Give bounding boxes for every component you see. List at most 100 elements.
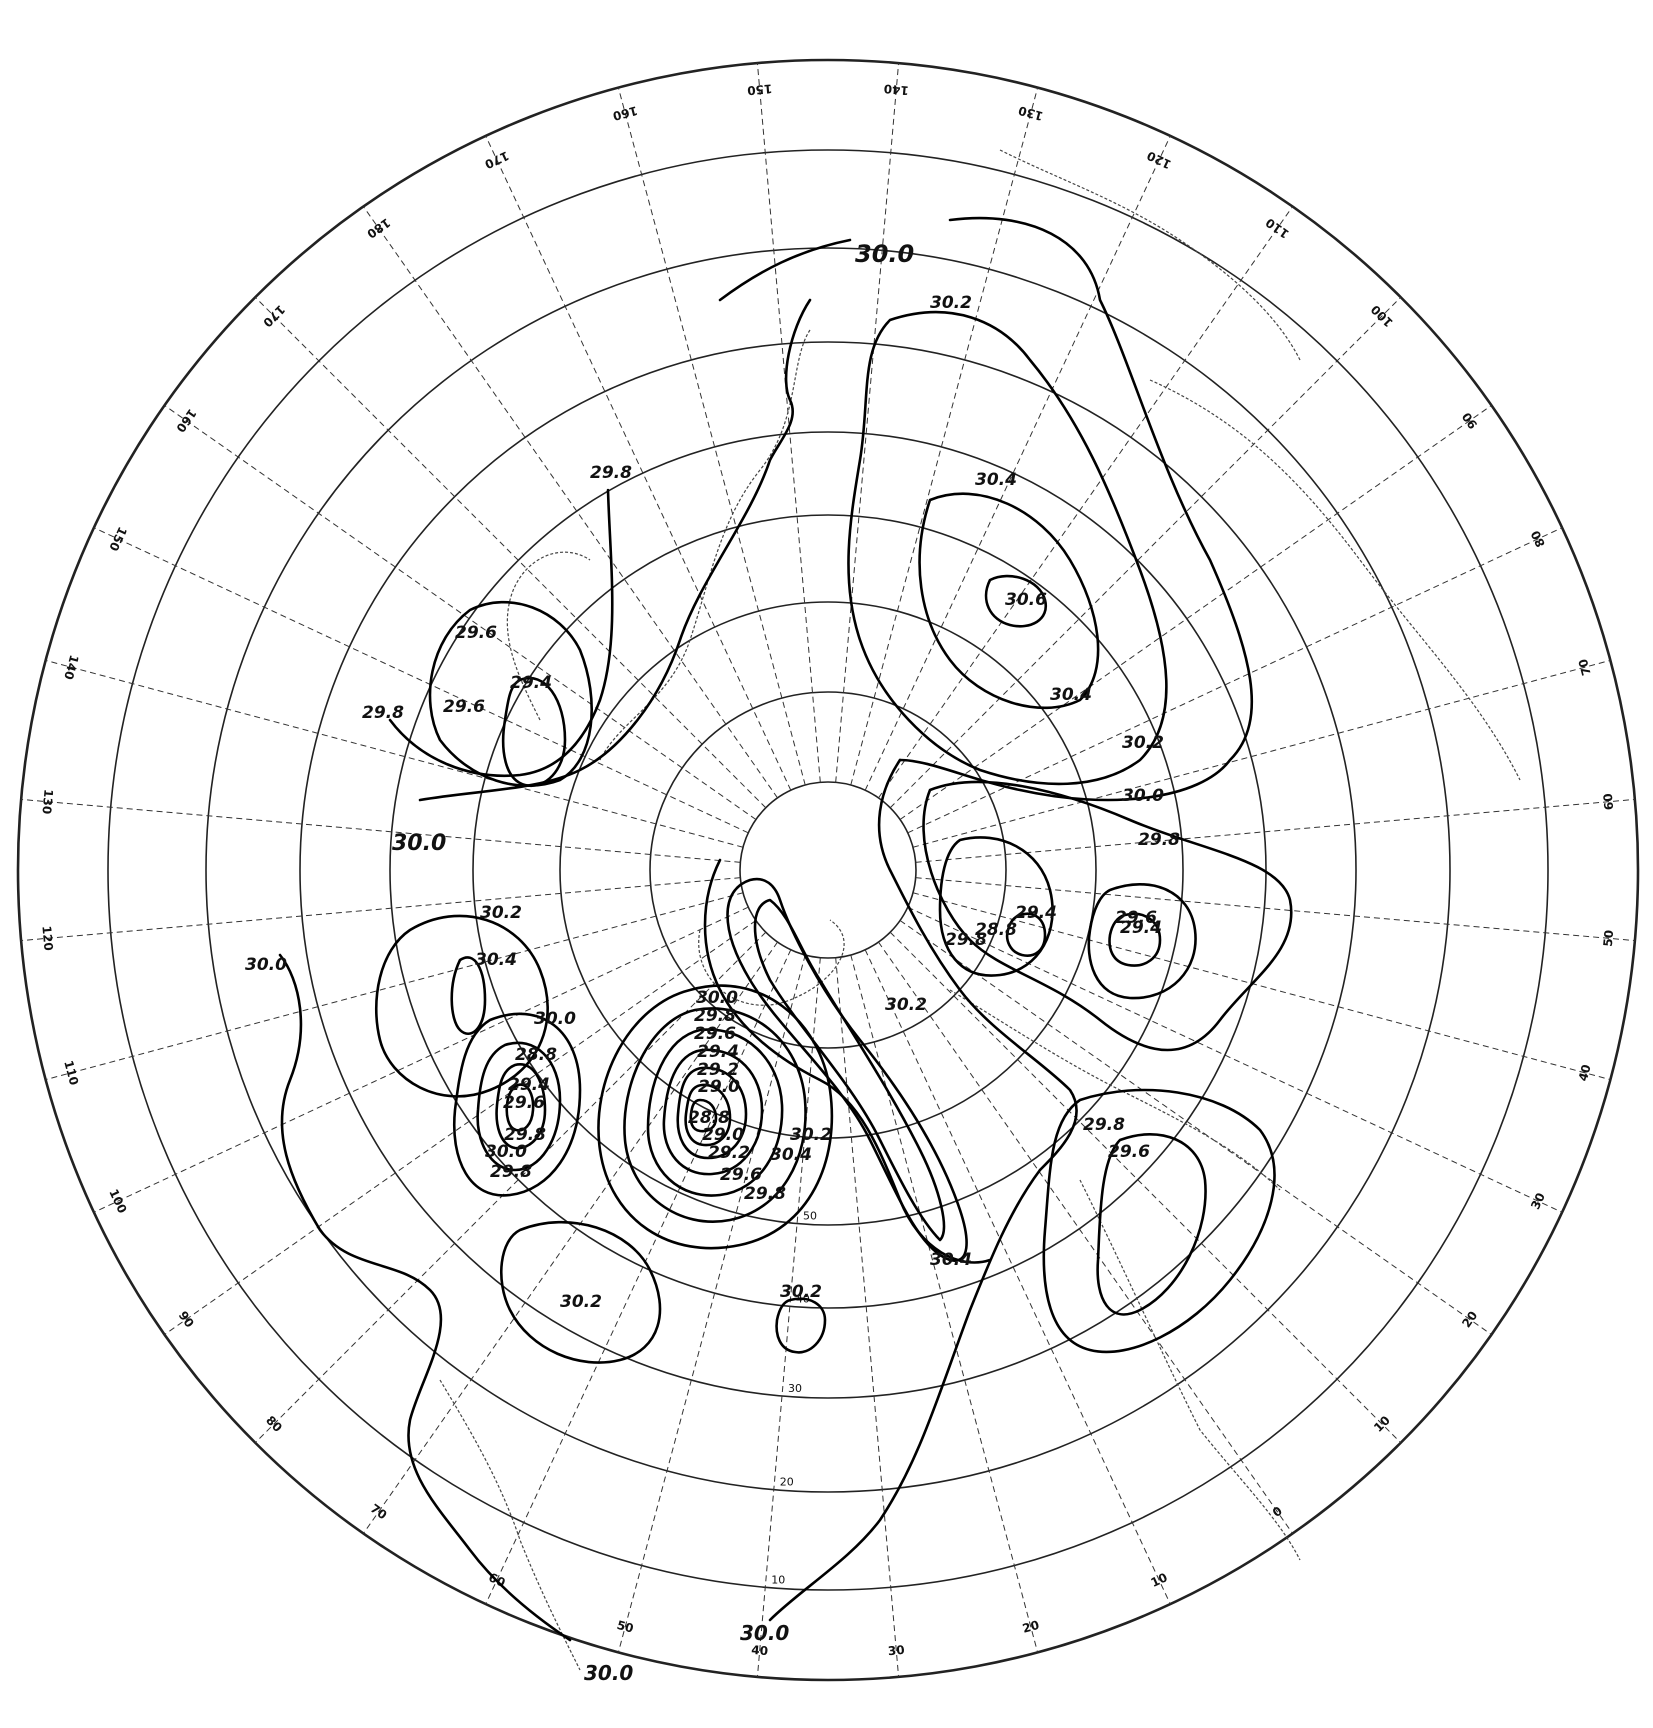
meridian-line (485, 135, 792, 791)
isobar-label: 30.0 (696, 988, 738, 1008)
meridian-line (21, 877, 741, 942)
meridian-line (756, 957, 821, 1677)
meridian-line (912, 892, 1611, 1081)
isobar-label: 29.6 (503, 1093, 545, 1113)
longitude-label: 20 (1459, 1309, 1480, 1331)
isobar-label: 28.8 (975, 920, 1017, 940)
isobar-label: 29.8 (1138, 830, 1180, 850)
isobar-label: 29.4 (1120, 918, 1162, 938)
longitude-label: 120 (39, 925, 55, 951)
isobar-29-6-pacific (428, 600, 593, 787)
isobar-label: 29.4 (1015, 903, 1057, 923)
isobar-30-2-ne-loop (847, 310, 1168, 786)
isobar-label: 29.8 (504, 1125, 546, 1145)
isobar-30-4-central-tongue (753, 898, 946, 1242)
isobar-29-8-pacific (388, 488, 614, 778)
longitude-label: 160 (611, 103, 639, 123)
isobar-labels: 30.0 30.0 30.0 30.0 30.0 30.0 30.0 30.0 … (245, 240, 1180, 1685)
isobar-29-6-asia-low (938, 836, 1054, 977)
isobar-29-4-pacific (501, 676, 567, 788)
meridian-line (254, 296, 767, 809)
longitude-label: 150 (106, 525, 129, 554)
latitude-label: 30 (788, 1382, 802, 1395)
longitude-label: 140 (883, 81, 909, 97)
longitude-label: 150 (747, 81, 773, 97)
meridian-line (878, 206, 1294, 799)
meridian-line (93, 906, 749, 1213)
longitude-label: 10 (1149, 1570, 1170, 1590)
isobar-label: 29.4 (508, 1075, 550, 1095)
isobar-label: 30.6 (1005, 590, 1047, 610)
meridian-line (45, 892, 744, 1081)
isobar-label: 30.2 (930, 293, 972, 313)
meridian-line (899, 920, 1492, 1336)
isobar-29-4-low-west (505, 1083, 535, 1132)
isobar-label: 30.4 (770, 1145, 812, 1165)
longitude-label: 30 (887, 1643, 905, 1658)
isobar-29-8-asia-low (922, 780, 1293, 1052)
isobar-30-4-ne-loop (918, 492, 1100, 710)
isobar-29-6-europe-low (1096, 1132, 1207, 1316)
meridian-line (899, 404, 1492, 820)
coastline-south-america (439, 1379, 581, 1671)
meridian-line (835, 63, 900, 783)
meridian-line (864, 949, 1171, 1605)
isobar-30-0-west (418, 298, 812, 802)
longitude-label: 50 (1601, 929, 1616, 947)
longitude-label: 90 (176, 1309, 197, 1331)
isobar-30-0-south (278, 953, 572, 1642)
meridian-line (912, 659, 1611, 848)
isobar-30-0-main (898, 216, 1254, 802)
isobar-label: 29.6 (1108, 1142, 1150, 1162)
longitude-label: 170 (483, 148, 512, 171)
latitude-circle-60 (559, 601, 1097, 1139)
isobars (278, 216, 1293, 1642)
longitude-label: 180 (364, 215, 393, 241)
isobar-29-6-asia-low-east (1087, 882, 1197, 1000)
longitude-label: 110 (61, 1059, 81, 1087)
isobar-label: 30.0 (485, 1142, 527, 1162)
isobar-30-0-central (877, 758, 1078, 1172)
meridian-line (915, 798, 1635, 863)
longitude-label: 60 (1601, 793, 1616, 811)
isobar-29-8-europe-low (1042, 1088, 1276, 1354)
isobar-30-0-low-west (452, 1012, 582, 1197)
isobar-label: 29.0 (698, 1077, 740, 1097)
isobar-label: 30.0 (392, 831, 446, 856)
isobar-label: 30.0 (245, 955, 287, 975)
latitude-label: 50 (803, 1210, 817, 1223)
isobar-label: 30.2 (790, 1125, 832, 1145)
longitude-label: 120 (1145, 148, 1174, 171)
isobar-30-2-ocean-high (499, 1220, 662, 1364)
isobar-29-2-main-low (676, 1066, 748, 1160)
latitude-circle-50 (472, 514, 1184, 1226)
isobar-label: 29.8 (590, 463, 632, 483)
isobar-label: 29.8 (945, 930, 987, 950)
meridian-line (907, 527, 1563, 834)
meridian-line (21, 798, 741, 863)
isobar-30-0-north (718, 238, 852, 302)
latitude-label: 10 (771, 1573, 785, 1586)
isobar-label: 29.6 (720, 1165, 762, 1185)
meridian-line (756, 63, 821, 783)
longitude-label: 70 (368, 1501, 390, 1522)
longitude-label: 110 (1263, 215, 1292, 241)
meridian-line (864, 135, 1171, 791)
longitude-label: 30 (1528, 1191, 1548, 1212)
latitude-circle-40 (389, 431, 1267, 1309)
longitude-label: 140 (61, 653, 81, 681)
isobar-30-2-atlantic-high (374, 914, 549, 1098)
isobar-label: 30.0 (1122, 786, 1164, 806)
meridian-line (915, 877, 1635, 942)
coastline-greenland (698, 919, 845, 1006)
isobar-label: 29.6 (694, 1024, 736, 1044)
longitude-label: 20 (1021, 1618, 1041, 1636)
meridian-line (254, 931, 767, 1444)
isobar-29-6-main-low (646, 1028, 784, 1197)
latitude-circle-10 (107, 149, 1549, 1591)
isobar-label: 29.8 (490, 1162, 532, 1182)
isobar-label: 29.2 (697, 1060, 739, 1080)
longitude-label: 100 (106, 1187, 129, 1216)
